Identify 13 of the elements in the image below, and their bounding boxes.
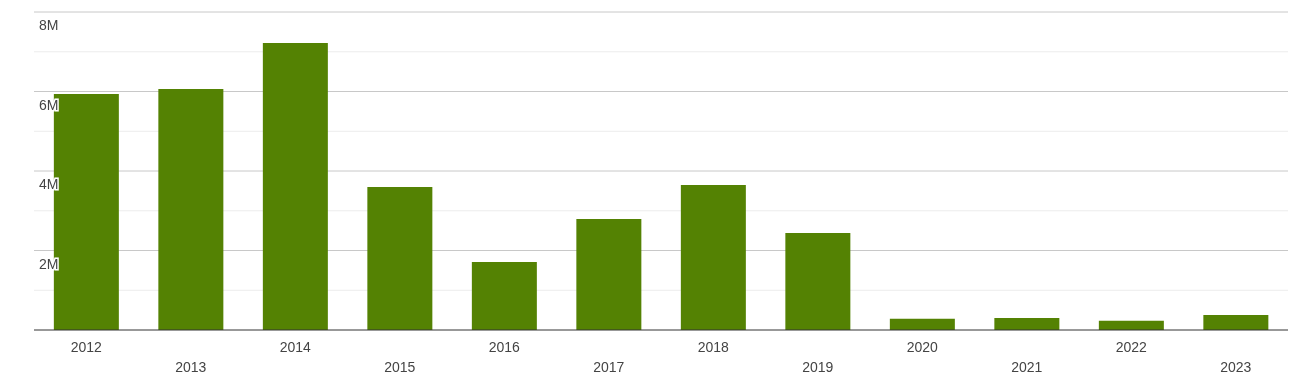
- x-tick-label: 2012: [70, 339, 103, 355]
- x-tick-label: 2016: [488, 339, 521, 355]
- x-tick-label: 2019: [802, 359, 834, 375]
- y-tick-label: 8M: [39, 17, 59, 33]
- x-tick-label: 2017: [593, 359, 625, 375]
- x-tick-label: 2018: [697, 339, 730, 355]
- x-tick-label: 2022: [1115, 339, 1148, 355]
- x-tick-label: 2013: [175, 359, 207, 375]
- x-tick-label: 2015: [384, 359, 416, 375]
- x-tick-label: 2020: [906, 339, 939, 355]
- x-tick-label: 2014: [279, 339, 312, 355]
- x-tick-label: 2021: [1011, 359, 1043, 375]
- x-tick-label: 2023: [1220, 359, 1252, 375]
